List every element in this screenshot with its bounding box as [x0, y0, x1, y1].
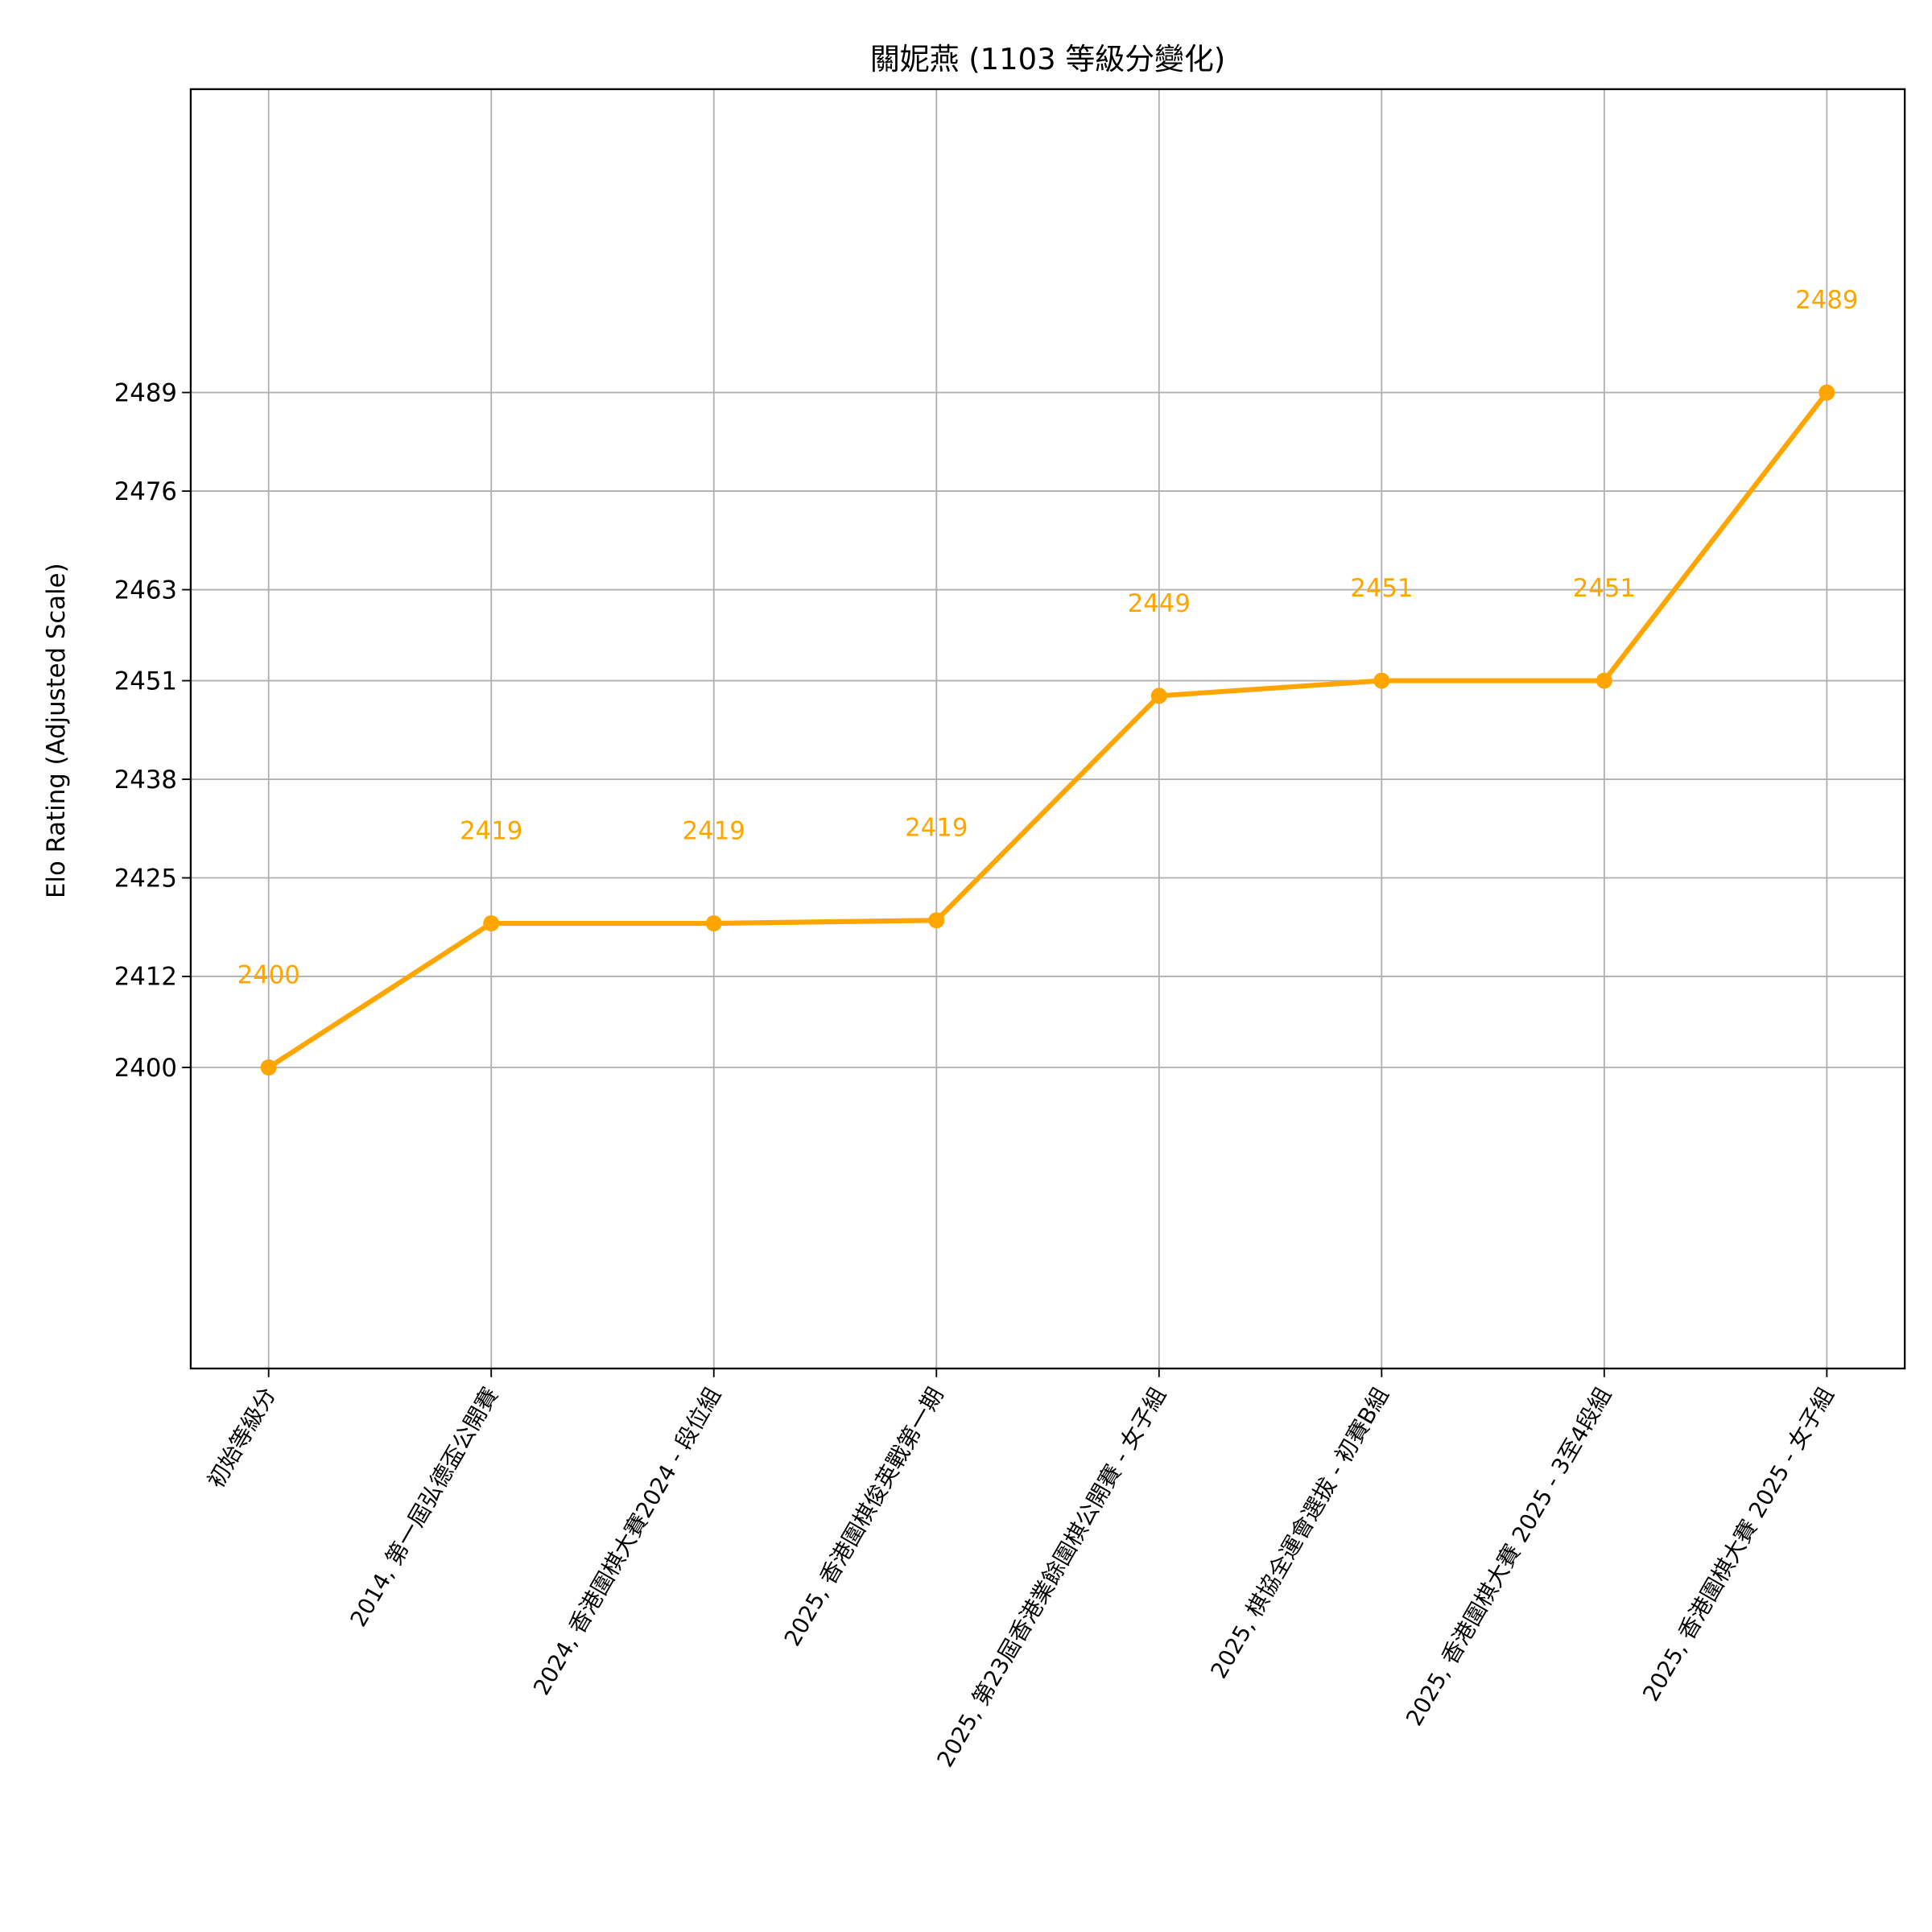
data-label: 2451	[1350, 574, 1413, 603]
series: 2400 2419 2419 2419 2449 2451 2451 2489	[237, 286, 1859, 1076]
x-axis: 初始等級分 2014, 第一屆弘德盃公開賽 2024, 香港圍棋大賽2024 - 段…	[202, 1368, 1839, 1772]
x-tick-label: 2025, 第23屆香港業餘圍棋公開賽 - 女子組	[931, 1383, 1171, 1772]
x-tick-label: 2025, 棋協全運會選拔 - 初賽B組	[1205, 1383, 1393, 1683]
data-label: 2489	[1795, 286, 1858, 315]
y-tick-label: 2476	[114, 477, 177, 506]
x-tick-label: 2025, 香港圍棋大賽 2025 - 3至4段組	[1401, 1383, 1616, 1731]
data-point	[1373, 672, 1390, 689]
y-tick-label: 2438	[114, 766, 177, 795]
data-label: 2419	[905, 814, 968, 843]
y-tick-label: 2412	[114, 963, 177, 992]
y-axis: 2400 2412 2425 2438 2451 2463 2476 2489	[114, 378, 191, 1083]
data-point	[1150, 687, 1167, 704]
x-tick-label: 2024, 香港圍棋大賽2024 - 段位組	[528, 1383, 726, 1699]
series-line	[267, 390, 1829, 1070]
chart-title: 關妮燕 (1103 等級分變化)	[870, 42, 1225, 76]
data-point	[1818, 384, 1835, 401]
y-tick-label: 2400	[114, 1054, 177, 1083]
y-tick-label: 2451	[114, 667, 177, 696]
y-tick-label: 2463	[114, 576, 177, 605]
data-point	[705, 915, 722, 932]
x-tick-label: 2025, 香港圍棋俊英戰第一期	[779, 1383, 949, 1651]
y-tick-label: 2425	[114, 864, 177, 893]
data-point	[928, 912, 945, 929]
y-axis-label: Elo Rating (Adjusted Scale)	[42, 563, 71, 898]
data-label: 2400	[237, 960, 300, 989]
x-tick-label: 2014, 第一屆弘德盃公開賽	[345, 1383, 503, 1632]
data-point	[483, 915, 500, 932]
data-point	[1596, 672, 1612, 689]
x-tick-label: 2025, 香港圍棋大賽 2025 - 女子組	[1637, 1383, 1839, 1706]
y-tick-label: 2489	[114, 378, 177, 407]
data-label: 2449	[1128, 589, 1191, 618]
x-tick-label: 初始等級分	[202, 1383, 281, 1492]
data-label: 2451	[1573, 574, 1636, 603]
grid	[190, 89, 1905, 1368]
plot-frame	[189, 88, 1906, 1370]
data-label: 2419	[460, 816, 522, 845]
data-label: 2419	[683, 816, 745, 845]
data-point	[260, 1059, 277, 1076]
